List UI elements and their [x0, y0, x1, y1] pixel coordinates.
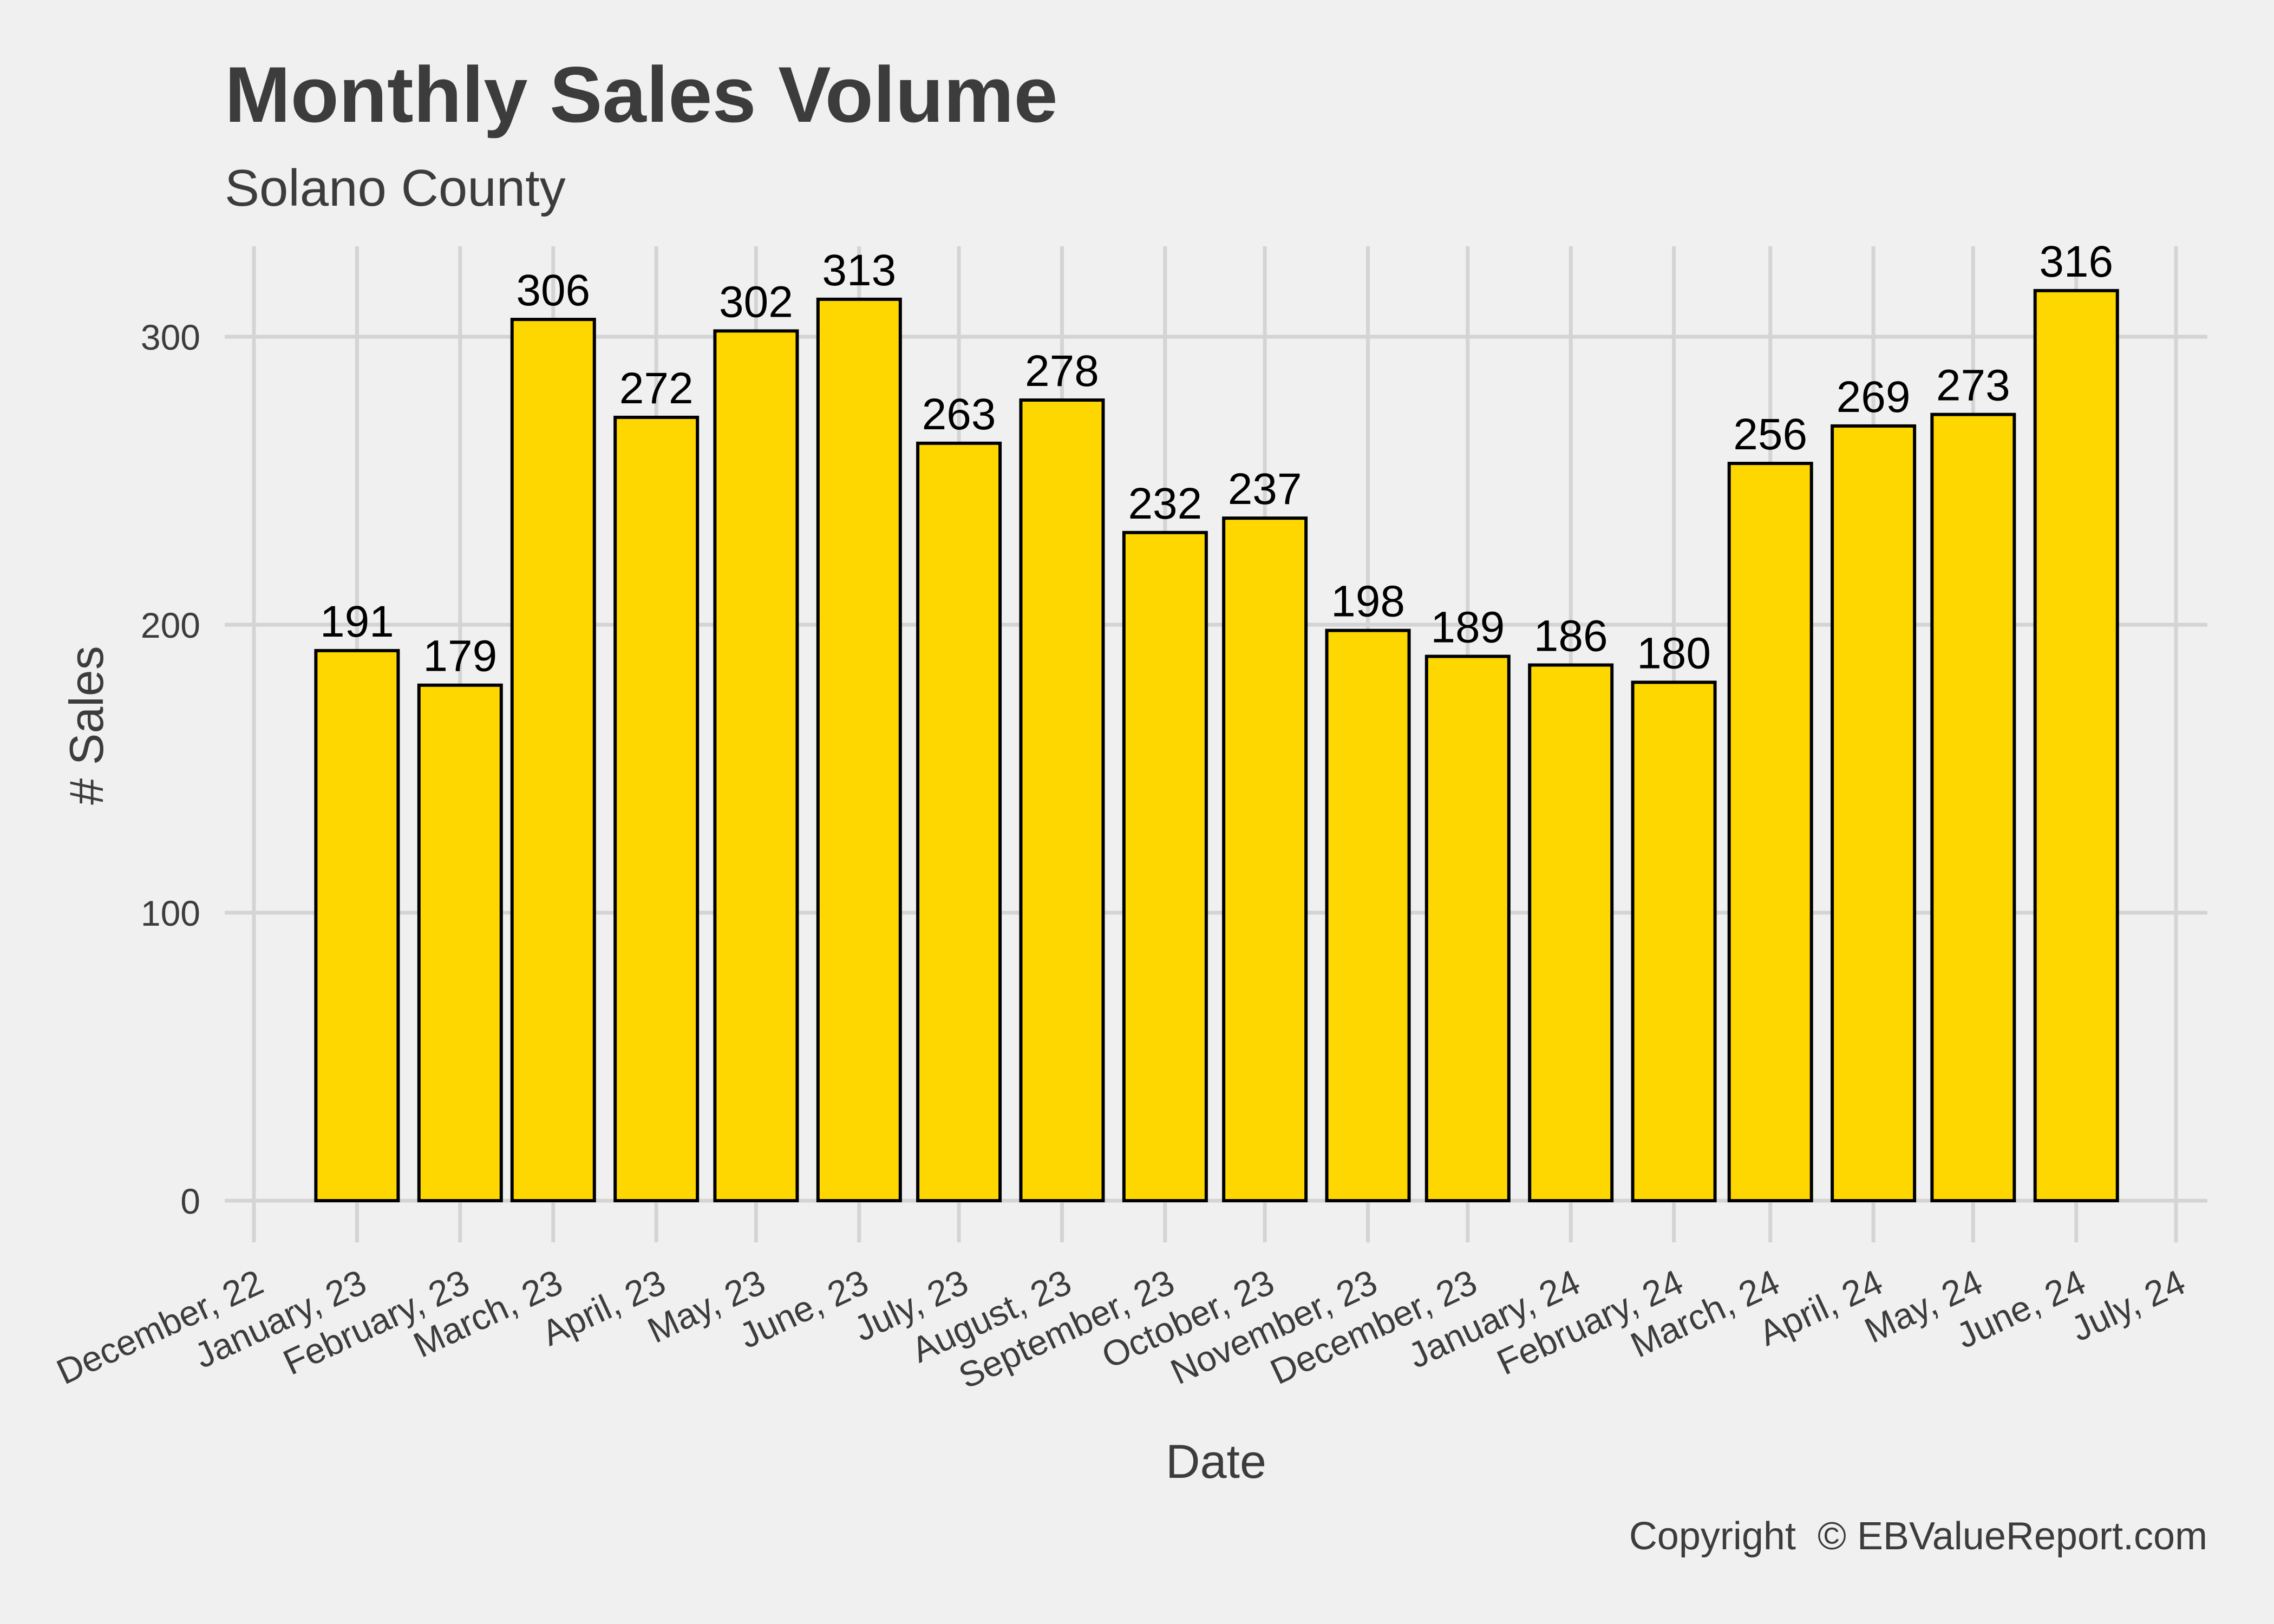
bar — [1424, 654, 1511, 1202]
bar — [816, 297, 902, 1203]
bar-value-label: 189 — [1430, 603, 1505, 652]
bars — [314, 289, 2119, 1203]
bar-value-label: 179 — [423, 632, 497, 681]
bar — [1930, 412, 2016, 1202]
bar-value-label: 313 — [822, 246, 896, 295]
y-tick-label: 300 — [141, 317, 200, 357]
bar-value-label: 191 — [320, 597, 394, 646]
bar-value-label: 180 — [1637, 628, 1711, 678]
bar — [417, 683, 503, 1202]
bar — [1631, 680, 1717, 1202]
bar — [1528, 663, 1614, 1202]
bar-value-label: 186 — [1534, 611, 1608, 660]
bar — [314, 649, 400, 1202]
bar-value-label: 316 — [2039, 237, 2113, 286]
bar-value-label: 256 — [1733, 410, 1807, 459]
y-tick-label: 100 — [141, 893, 200, 933]
y-tick-label: 200 — [141, 605, 200, 645]
copyright-caption: Copyright © EBValueReport.com — [1629, 1515, 2207, 1558]
bar-value-label: 237 — [1228, 464, 1302, 514]
bar — [613, 415, 700, 1203]
bar — [713, 329, 799, 1202]
bar — [1831, 424, 1917, 1202]
chart-subtitle: Solano County — [225, 159, 566, 217]
bar-value-label: 302 — [719, 277, 793, 326]
bar-value-label: 232 — [1128, 479, 1202, 528]
bar-value-label: 278 — [1025, 346, 1099, 396]
y-tick-label: 0 — [180, 1181, 200, 1221]
bar-value-label: 273 — [1936, 361, 2010, 410]
bar — [916, 441, 1002, 1203]
bar — [1122, 531, 1208, 1202]
bar-value-label: 272 — [619, 364, 694, 413]
bar — [1727, 462, 1813, 1203]
bar-value-label: 306 — [516, 266, 590, 315]
bar-value-labels: 191 179 306 272 302 313 263 278 232 237 198 189 186 1… — [320, 237, 2113, 681]
bar — [2033, 289, 2119, 1202]
x-axis-title: Date — [1166, 1435, 1266, 1488]
chart-title: Monthly Sales Volume — [225, 50, 1058, 139]
bar-value-label: 269 — [1837, 372, 1911, 422]
bar-value-label: 263 — [922, 390, 996, 439]
bar-value-label: 198 — [1331, 577, 1405, 626]
y-axis-ticks: 0 100 200 300 — [141, 317, 200, 1221]
bar — [1222, 516, 1308, 1202]
bar — [1019, 398, 1105, 1202]
y-axis-title: # Sales — [60, 646, 113, 805]
bar — [510, 318, 596, 1203]
bar — [1325, 628, 1411, 1202]
